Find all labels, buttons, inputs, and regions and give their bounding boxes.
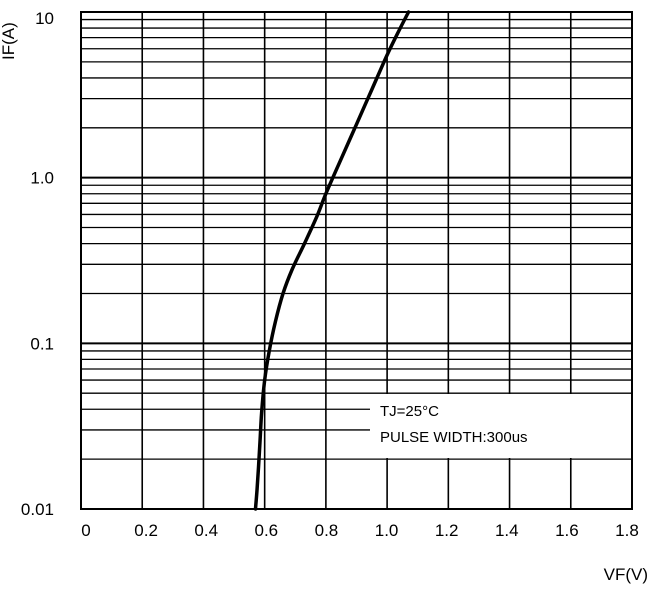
x-tick-label: 1.0 xyxy=(375,521,399,540)
y-axis-label: IF(A) xyxy=(0,22,18,60)
annotation-tj: TJ=25°C xyxy=(380,403,439,420)
x-tick-label: 0.2 xyxy=(134,521,158,540)
y-tick-label: 10 xyxy=(35,9,54,28)
x-tick-label: 1.2 xyxy=(435,521,459,540)
x-tick-label: 1.6 xyxy=(555,521,579,540)
annotation-box: TJ=25°C PULSE WIDTH:300us xyxy=(370,394,632,458)
x-tick-label: 0.4 xyxy=(194,521,218,540)
plot-frame xyxy=(80,11,633,510)
x-tick-label: 0.6 xyxy=(255,521,279,540)
x-tick-label: 0 xyxy=(81,521,90,540)
series-curve-group xyxy=(253,10,411,511)
x-axis-label: VF(V) xyxy=(604,565,648,584)
x-tick-label: 0.8 xyxy=(315,521,339,540)
y-tick-label: 1.0 xyxy=(30,169,54,188)
y-tick-label: 0.01 xyxy=(21,500,54,519)
annotation-background xyxy=(370,394,632,458)
series-line xyxy=(253,10,411,511)
y-tick-label: 0.1 xyxy=(30,334,54,353)
y-tick-labels: 0.01 0.1 1.0 10 xyxy=(21,9,54,519)
annotation-pulse-width: PULSE WIDTH:300us xyxy=(380,429,528,446)
x-tick-labels: 0 0.2 0.4 0.6 0.8 1.0 1.2 1.4 1.6 1.8 xyxy=(81,521,639,540)
x-tick-label: 1.4 xyxy=(495,521,519,540)
x-tick-label: 1.8 xyxy=(615,521,639,540)
